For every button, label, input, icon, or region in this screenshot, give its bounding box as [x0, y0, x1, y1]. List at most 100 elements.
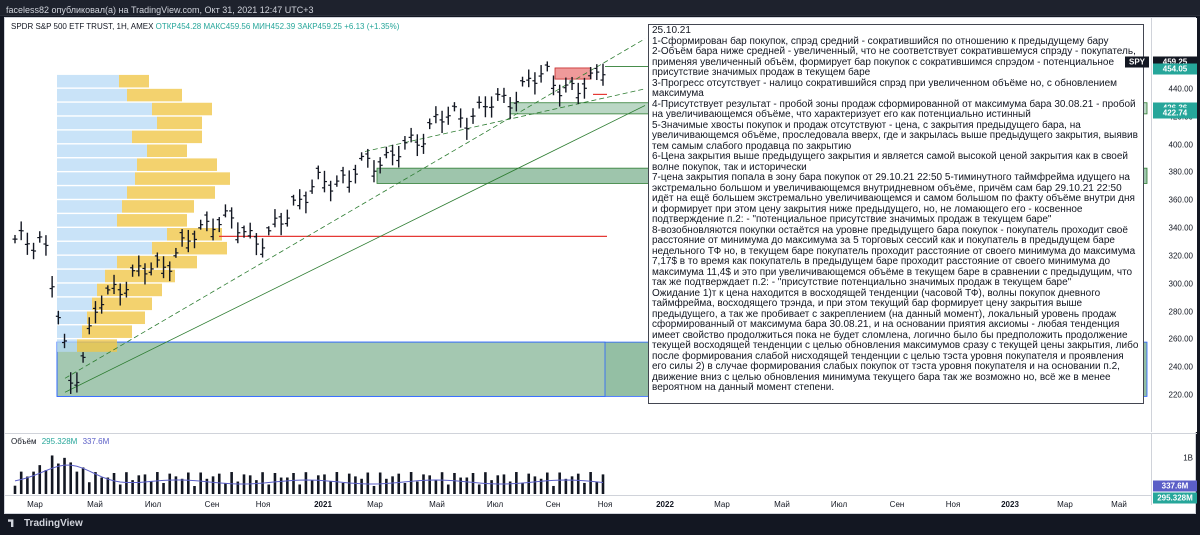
volume-profile-bar	[57, 255, 117, 269]
note-line: 25.10.21	[652, 25, 691, 36]
time-label: Сен	[545, 500, 561, 509]
note-line: 6-Цена закрытия выше предыдущего закрыти…	[652, 151, 1128, 173]
price-tick: 260.00	[1168, 334, 1193, 344]
channel-middle	[64, 105, 646, 393]
price-tick: 440.00	[1168, 84, 1193, 94]
time-label: Июл	[830, 500, 848, 509]
volume-tag: 337.6M	[1153, 480, 1197, 492]
volume-moving-average	[14, 464, 604, 485]
volume-profile-bar	[57, 158, 137, 171]
volume-profile-bar	[82, 325, 132, 338]
volume-profile-bar	[105, 269, 175, 283]
price-tick: 400.00	[1168, 140, 1193, 149]
time-label: Май	[774, 500, 790, 509]
time-label: Ноя	[255, 500, 271, 509]
volume-label: Объём	[11, 437, 37, 446]
volume-legend: Объём 295.328M 337.6M	[11, 437, 109, 446]
volume-profile-bar	[147, 144, 187, 158]
price-tick: 360.00	[1168, 195, 1193, 205]
time-label: 2023	[1001, 500, 1019, 509]
price-tick: 240.00	[1168, 362, 1193, 372]
volume-profile-bar	[57, 130, 132, 144]
time-label: Ноя	[597, 500, 613, 509]
note-line: 4-Присутствует результат - пробой зоны п…	[652, 98, 1136, 120]
volume-axis-tick: 1B	[1183, 453, 1193, 463]
time-label: Сен	[204, 500, 220, 509]
volume-profile-bar	[77, 339, 117, 352]
volume-axis[interactable]: 1B 337.6M 295.328M	[1151, 433, 1197, 505]
main-price-pane[interactable]: SPDR S&P 500 ETF TRUST, 1H, AMEX ОТКР454…	[5, 18, 1151, 432]
tradingview-logo[interactable]: TradingView	[8, 518, 83, 529]
volume-profile-bar	[157, 116, 202, 130]
volume-profile-bar	[152, 241, 227, 255]
time-label: Июл	[486, 500, 504, 509]
volume-profile-bar	[57, 269, 105, 283]
time-label: Май	[429, 500, 445, 509]
note-line: 1-Сформирован бар покупок, спрэд средний…	[652, 35, 1109, 47]
time-label: Мар	[1057, 500, 1073, 509]
time-label: Сен	[889, 500, 905, 509]
chart-frame[interactable]: SPDR S&P 500 ETF TRUST, 1H, AMEX ОТКР454…	[4, 17, 1197, 515]
volume-profile-bar	[132, 130, 202, 144]
note-line: 2-Объём бара ниже средней - увеличенный,…	[652, 46, 1136, 78]
volume-profile-bar	[57, 339, 77, 352]
time-label: Ноя	[945, 500, 961, 509]
price-tick: 380.00	[1168, 167, 1193, 177]
time-label: Май	[1111, 500, 1127, 509]
price-tag: 459.25	[1153, 56, 1197, 68]
time-label: Июл	[144, 500, 162, 509]
volume-pane[interactable]: Объём 295.328M 337.6M	[5, 433, 1151, 505]
volume-profile-bar	[122, 200, 194, 213]
symbol-tag: SPY	[1125, 56, 1149, 68]
price-tick: 220.00	[1168, 390, 1193, 400]
note-line: 7-цена закрытия попала в зону бара покуп…	[652, 172, 1135, 225]
channel-upper	[64, 38, 646, 379]
note-line: Ожидание 1)т к цена находится в восходящ…	[652, 287, 1139, 393]
price-tag: 422.74	[1153, 107, 1197, 119]
channel-lower	[364, 88, 646, 152]
price-tick: 340.00	[1168, 223, 1193, 233]
volume-profile-bar	[119, 74, 149, 88]
time-label: 2021	[314, 500, 332, 509]
note-line: 3-Прогресс отсутствует - налицо сократив…	[652, 77, 1118, 99]
note-line: 8-возобновляются покупки остаётся на уро…	[652, 224, 1136, 288]
price-tick: 280.00	[1168, 307, 1193, 316]
time-label: Мар	[714, 500, 730, 509]
tradingview-brand: TradingView	[24, 518, 83, 529]
time-label: Мар	[367, 500, 383, 509]
volume-profile-bar	[137, 158, 217, 171]
volume-profile-bar	[57, 311, 87, 325]
volume-profile-bar	[135, 172, 230, 185]
volume-profile-bar	[127, 88, 182, 102]
ohlc-values: ОТКР454.28 МАКС459.56 МИН452.39 ЗАКР459.…	[155, 22, 400, 31]
volume-profile-bar	[57, 200, 122, 213]
tradingview-logo-icon	[8, 519, 14, 528]
volume-profile-bar	[57, 172, 135, 185]
top-bar: faceless82 опубликовал(а) на TradingView…	[0, 0, 1200, 16]
volume-profile-bar	[92, 297, 152, 311]
symbol-name: SPDR S&P 500 ETF TRUST, 1H, AMEX	[11, 22, 154, 31]
price-tick: 300.00	[1168, 279, 1193, 289]
note-line: 5-Значимые хвосты покупок и продаж отсут…	[652, 119, 1138, 152]
volume-value: 295.328M	[41, 437, 78, 446]
price-axis[interactable]: 460.00440.00420.00400.00380.00360.00340.…	[1151, 18, 1197, 432]
footer: TradingView	[0, 514, 1200, 535]
analysis-note[interactable]: 25.10.21 1-Сформирован бар покупок, спрэд…	[648, 24, 1144, 404]
volume-profile-bar	[57, 297, 92, 311]
volume-profile-bar	[57, 102, 152, 116]
volume-profile-bar	[97, 283, 162, 297]
volume-profile-bar	[127, 186, 215, 199]
volume-chart-svg	[13, 455, 605, 494]
price-tick: 320.00	[1168, 251, 1193, 261]
volume-profile-bar	[57, 283, 97, 297]
volume-ma-value: 337.6M	[82, 437, 110, 446]
volume-profile-bar	[57, 116, 157, 130]
time-label: Мар	[27, 500, 43, 509]
volume-profile-bar	[152, 102, 212, 116]
volume-profile-bar	[57, 228, 167, 241]
volume-profile-bar	[57, 325, 82, 338]
time-label: Май	[87, 500, 103, 509]
time-axis[interactable]: Мар Май Июл Сен Ноя 2021 Мар Май Июл Сен Ноя 2022 Ма…	[5, 495, 1151, 515]
publish-title: faceless82 опубликовал(а) на TradingView…	[6, 5, 314, 15]
volume-profile-bar	[57, 88, 127, 102]
